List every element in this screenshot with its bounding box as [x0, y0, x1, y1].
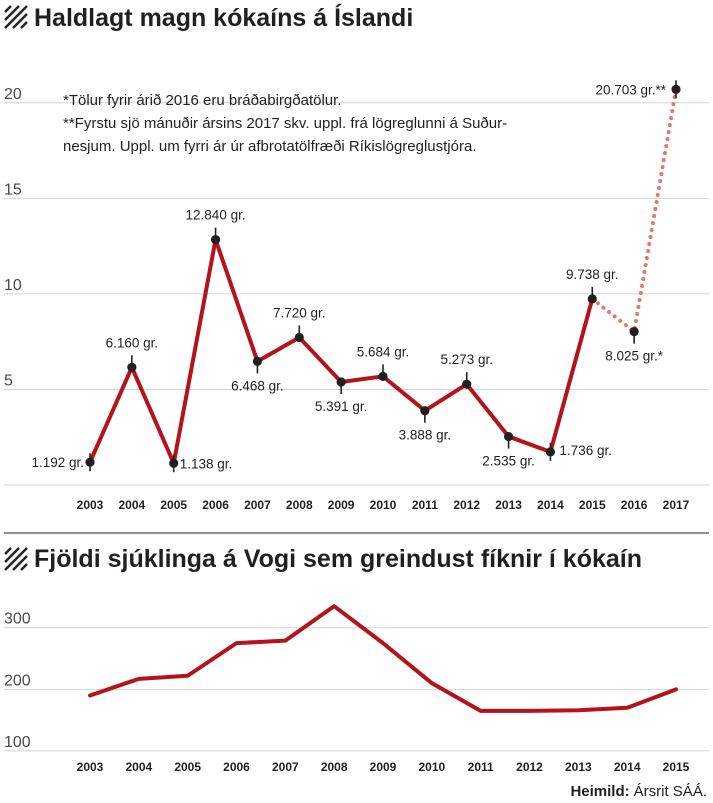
- series-line: [88, 604, 678, 713]
- data-label: 1.138 gr.: [180, 456, 233, 471]
- y-gridlines: [4, 627, 709, 752]
- data-point: [629, 327, 639, 337]
- data-label: 5.684 gr.: [357, 344, 410, 359]
- x-tick-label: 2010: [418, 760, 445, 774]
- x-tick-label: 2016: [621, 498, 648, 512]
- x-tick-label: 2015: [579, 498, 606, 512]
- y-tick-label: 300: [4, 611, 31, 628]
- data-label: 6.468 gr.: [231, 378, 284, 393]
- x-tick-label: 2008: [286, 498, 313, 512]
- x-tick-label: 2015: [663, 760, 690, 774]
- data-point: [462, 379, 472, 389]
- title-icon: [4, 5, 28, 29]
- data-label: 7.720 gr.: [273, 305, 326, 320]
- chart-cocaine-seized: Haldlagt magn kókaíns á Íslandi 5101520 …: [4, 3, 709, 512]
- x-tick-label: 2013: [565, 760, 592, 774]
- x-tick-label: 2012: [453, 498, 480, 512]
- data-point: [545, 447, 556, 457]
- source-note: Heimild: Ársrit SÁÁ.: [570, 783, 707, 800]
- y-tick-labels: 100 200 300: [4, 611, 31, 751]
- source-label: Heimild:: [570, 783, 629, 800]
- data-label: 20.703 gr.**: [595, 82, 666, 97]
- x-tick-label: 2005: [160, 498, 187, 512]
- data-label: 8.025 gr.*: [605, 349, 664, 364]
- data-point: [420, 406, 430, 416]
- footnote-3: nesjum. Uppl. um fyrri ár úr afbrotatölf…: [63, 138, 476, 155]
- x-tick-label: 2012: [516, 760, 543, 774]
- x-tick-label: 2011: [468, 760, 494, 774]
- x-tick-label: 2017: [663, 498, 690, 512]
- y-tick-label: 20: [4, 86, 22, 103]
- x-tick-label: 2010: [370, 498, 397, 512]
- title-icon: [4, 547, 28, 571]
- data-label: 9.738 gr.: [566, 267, 619, 282]
- x-tick-label: 2009: [370, 760, 397, 774]
- footnotes: *Tölur fyrir árið 2016 eru bráðabirgðatö…: [63, 92, 507, 155]
- x-tick-label: 2007: [272, 760, 299, 774]
- data-label: 6.160 gr.: [106, 335, 159, 350]
- data-label: 12.840 gr.: [186, 208, 246, 223]
- y-gridlines: [4, 102, 709, 486]
- data-point: [336, 377, 346, 387]
- series-line-solid: [88, 237, 595, 466]
- data-label: 3.888 gr.: [399, 428, 452, 443]
- y-tick-label: 5: [4, 372, 13, 389]
- chart-vogur-patients: Fjöldi sjúklinga á Vogi sem greindust fí…: [4, 545, 709, 774]
- x-tick-label: 2003: [77, 498, 104, 512]
- x-tick-labels: 2003 2004 2005 2006 2007 2008 2009 2010 2011 2012…: [77, 498, 690, 512]
- series-line-solid: [88, 604, 678, 713]
- data-label: 1.736 gr.: [559, 443, 612, 458]
- series-line-dotted: [590, 87, 678, 336]
- y-tick-label: 200: [4, 672, 31, 689]
- data-points: [85, 80, 681, 473]
- data-point: [294, 332, 304, 343]
- x-tick-label: 2008: [321, 760, 348, 774]
- x-tick-label: 2013: [495, 498, 522, 512]
- data-point: [671, 84, 681, 94]
- x-tick-label: 2011: [412, 498, 438, 512]
- data-point: [587, 294, 597, 304]
- x-tick-label: 2006: [202, 498, 229, 512]
- x-tick-label: 2004: [125, 760, 152, 774]
- y-tick-label: 15: [4, 181, 22, 198]
- footnote-1: *Tölur fyrir árið 2016 eru bráðabirgðatö…: [63, 92, 341, 109]
- x-tick-label: 2003: [77, 760, 104, 774]
- data-point: [210, 235, 221, 245]
- y-tick-labels: 5 10 15 20: [4, 86, 22, 390]
- x-tick-label: 2009: [328, 498, 355, 512]
- data-point: [85, 457, 95, 467]
- data-point: [169, 458, 179, 468]
- y-tick-label: 10: [4, 277, 22, 294]
- data-point: [252, 356, 263, 366]
- x-tick-labels: 2003 2004 2005 2006 2007 2008 2009 2010 2011 2012…: [77, 760, 690, 774]
- y-tick-label: 100: [4, 734, 31, 751]
- source-text: Ársrit SÁÁ.: [634, 783, 707, 800]
- data-labels: 1.192 gr. 6.160 gr. 1.138 gr. 12.840 gr. 6.4…: [31, 82, 666, 471]
- chart-title: Haldlagt magn kókaíns á Íslandi: [34, 3, 413, 32]
- x-tick-label: 2004: [119, 498, 146, 512]
- data-point: [127, 362, 137, 372]
- data-label: 5.391 gr.: [315, 399, 368, 414]
- x-tick-label: 2007: [244, 498, 271, 512]
- data-label: 5.273 gr.: [440, 352, 493, 367]
- chart-title: Fjöldi sjúklinga á Vogi sem greindust fí…: [34, 545, 642, 573]
- data-point: [503, 431, 514, 442]
- footnote-2: **Fyrstu sjö mánuðir ársins 2017 skv. up…: [63, 115, 507, 132]
- x-tick-label: 2006: [223, 760, 250, 774]
- x-tick-label: 2014: [537, 498, 564, 512]
- data-label: 2.535 gr.: [482, 454, 535, 469]
- x-tick-label: 2014: [614, 760, 641, 774]
- data-point: [378, 371, 388, 381]
- x-tick-label: 2005: [174, 760, 201, 774]
- data-label: 1.192 gr.: [31, 455, 84, 470]
